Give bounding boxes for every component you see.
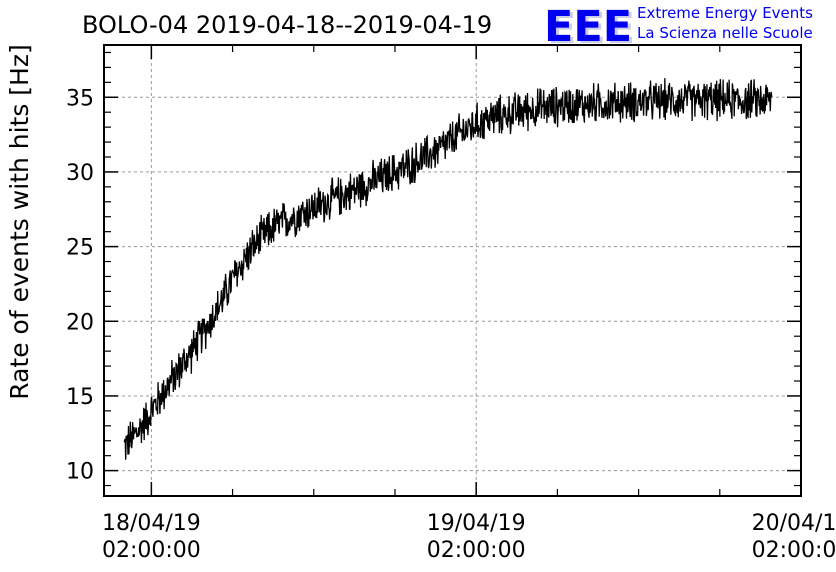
axis-ticks [104, 45, 802, 496]
y-tick-label: 30 [66, 161, 94, 186]
y-tick-label: 20 [66, 310, 94, 335]
grid-lines [104, 45, 802, 496]
y-tick-label: 15 [66, 385, 94, 410]
plot-frame [103, 44, 802, 497]
x-tick-date: 20/04/19 [752, 511, 836, 536]
eee-logo: EEE EEE Extreme Energy Events La Scienza… [544, 2, 813, 54]
y-axis-label: Rate of events with hits [Hz] [5, 44, 34, 399]
x-tick-time: 02:00:00 [102, 538, 201, 563]
y-tick-label: 35 [66, 86, 94, 111]
logo-line-1: Extreme Energy Events [637, 4, 813, 22]
y-tick-labels: 10 15 20 25 30 35 [66, 86, 94, 484]
y-tick-label: 25 [66, 236, 94, 261]
x-tick-date: 18/04/19 [102, 511, 201, 536]
x-tick-time: 02:00:00 [752, 538, 836, 563]
logo-line-2: La Scienza nelle Scuole [637, 24, 813, 42]
logo-mark: EEE [544, 2, 632, 52]
x-tick-date: 19/04/19 [427, 511, 526, 536]
x-tick-time: 02:00:00 [427, 538, 526, 563]
series-line [123, 78, 773, 460]
chart-title: BOLO-04 2019-04-18--2019-04-19 [82, 11, 492, 39]
x-tick-labels: 18/04/1902:00:0019/04/1902:00:0020/04/19… [102, 511, 836, 563]
data-series [123, 78, 773, 460]
y-tick-label: 10 [66, 460, 94, 485]
